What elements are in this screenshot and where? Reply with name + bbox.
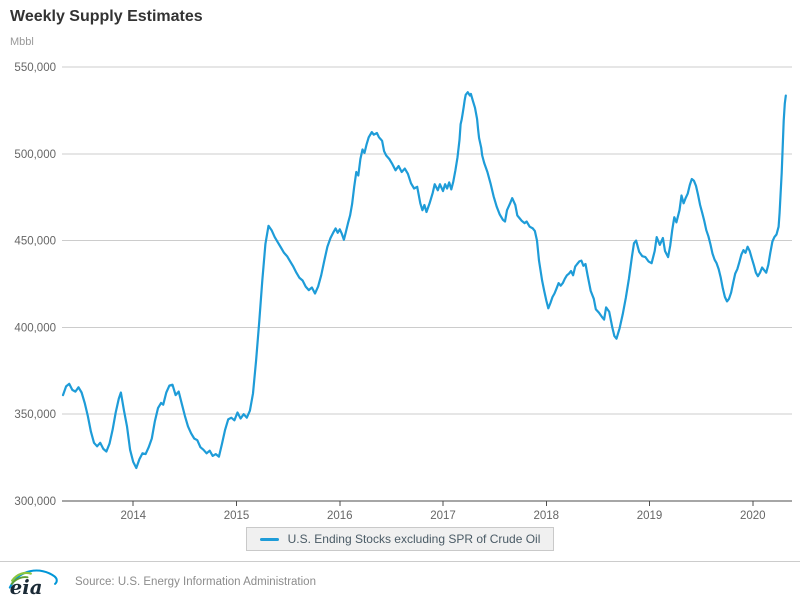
x-tick-label: 2019 — [637, 510, 663, 522]
series-color-swatch — [259, 537, 279, 541]
y-tick-label: 550,000 — [14, 62, 56, 74]
logo-green-arc — [11, 571, 32, 582]
y-tick-label: 500,000 — [14, 149, 56, 161]
y-tick-label: 450,000 — [14, 236, 56, 248]
logo-blue-arc — [8, 568, 58, 589]
legend-item-crude-stocks[interactable]: U.S. Ending Stocks excluding SPR of Crud… — [245, 527, 555, 551]
x-tick-label: 2016 — [327, 510, 353, 522]
logo-text: eia — [10, 576, 43, 598]
line-chart-plot[interactable]: 550,000 500,000 450,000 400,000 350,000 300,0… — [0, 0, 800, 560]
y-tick-label: 300,000 — [14, 496, 56, 508]
legend-label: U.S. Ending Stocks excluding SPR of Crud… — [287, 532, 541, 546]
x-tick-label: 2017 — [430, 510, 456, 522]
y-axis-unit-label: Mbbl — [10, 36, 34, 48]
series-line-crude-stocks[interactable] — [61, 91, 787, 470]
x-tick-label: 2015 — [224, 510, 250, 522]
logo-dark-green-arc — [10, 575, 29, 585]
x-tick-label: 2018 — [533, 510, 559, 522]
source-text: Source: U.S. Energy Information Administ… — [75, 575, 316, 588]
chart-title: Weekly Supply Estimates — [10, 8, 203, 25]
legend: U.S. Ending Stocks excluding SPR of Crud… — [0, 527, 800, 551]
x-tick-label: 2014 — [120, 510, 146, 522]
footer: eia Source: U.S. Energy Information Admi… — [0, 561, 800, 600]
x-tick-label: 2020 — [740, 510, 766, 522]
y-tick-label: 400,000 — [14, 322, 56, 334]
y-tick-label: 350,000 — [14, 409, 56, 421]
eia-logo: eia — [8, 568, 58, 598]
